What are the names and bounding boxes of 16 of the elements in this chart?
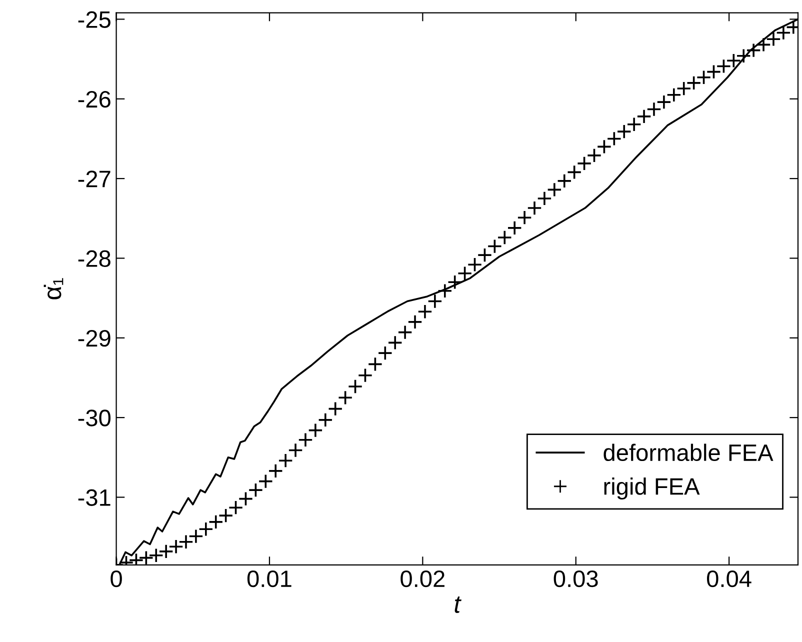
x-tick-label: 0.03 <box>554 570 598 588</box>
x-tick-label: 0.02 <box>400 570 444 588</box>
legend-label: deformable FEA <box>604 444 774 462</box>
y-tick-label: -31 <box>78 489 110 506</box>
x-tick-label: 0 <box>110 570 122 588</box>
x-tick-label: 0.04 <box>707 570 752 588</box>
legend-label: rigid FEA <box>604 478 700 500</box>
y-tick-label: -25 <box>78 11 110 28</box>
y-axis-title: α̇₁ <box>44 278 64 300</box>
y-tick-label: -29 <box>78 330 110 347</box>
y-tick-label: -26 <box>78 90 110 108</box>
x-axis-title: t <box>454 596 462 613</box>
y-tick-label: -27 <box>78 170 110 188</box>
y-tick-label: -28 <box>78 250 110 268</box>
y-tick-label: -30 <box>78 410 111 426</box>
x-tick-label: 0.01 <box>247 570 292 588</box>
